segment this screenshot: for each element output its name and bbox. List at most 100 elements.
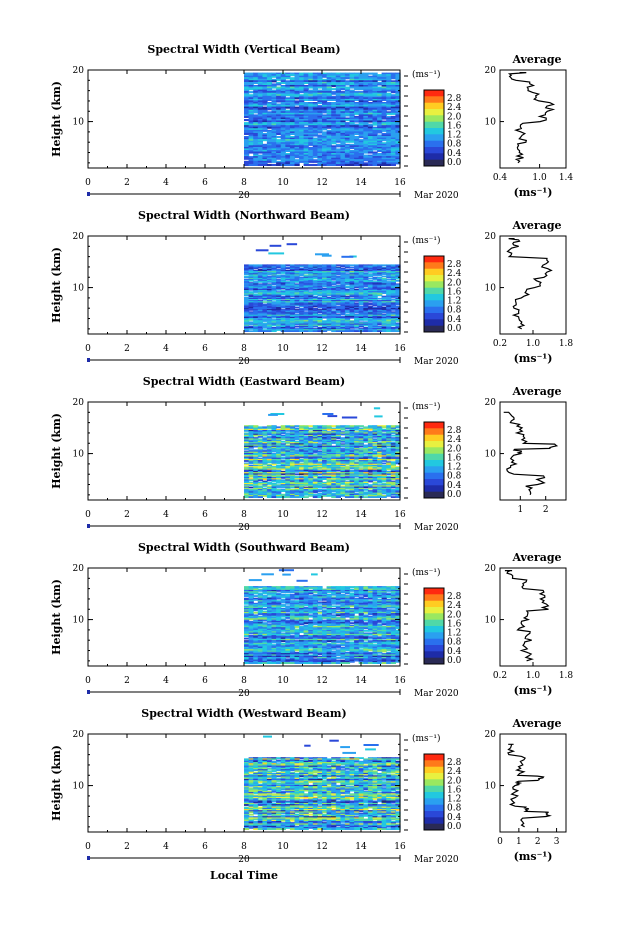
heatmap-cell <box>326 287 332 290</box>
heatmap-cell <box>253 111 259 114</box>
heatmap-cell <box>271 433 277 436</box>
heatmap-cell <box>308 80 314 83</box>
heatmap-cell <box>289 284 296 287</box>
heatmap-cell <box>317 149 323 152</box>
heatmap-cell <box>248 311 254 313</box>
heatmap-cell <box>367 120 374 123</box>
heatmap-cell <box>349 146 355 149</box>
heatmap-cell <box>294 290 300 292</box>
heatmap-cell <box>390 328 396 330</box>
heatmap-cell <box>285 100 291 103</box>
heatmap-cell <box>244 428 250 431</box>
heatmap-cell <box>367 292 374 294</box>
heatmap-cell <box>257 145 263 148</box>
heatmap-cell <box>326 289 332 291</box>
heatmap-cell <box>244 149 250 152</box>
heatmap-cell <box>266 77 273 80</box>
heatmap-cell <box>363 433 369 436</box>
heatmap-cell <box>289 109 296 112</box>
heatmap-cell <box>390 143 396 146</box>
heatmap-cell <box>299 442 305 444</box>
heatmap-cell <box>244 281 250 283</box>
heatmap-cell <box>395 437 401 439</box>
heatmap-cell <box>276 286 282 289</box>
heatmap-cell <box>386 266 392 269</box>
heatmap-cell <box>280 303 286 306</box>
heatmap-cell <box>276 105 282 108</box>
heatmap-cell <box>358 151 364 154</box>
heatmap-cell <box>294 272 300 274</box>
heatmap-cell <box>280 281 286 283</box>
heatmap-cell <box>377 315 383 318</box>
heatmap-cell <box>386 301 392 303</box>
heatmap-cell <box>276 289 282 291</box>
heatmap-cell <box>308 136 314 139</box>
heatmap-cell <box>312 319 318 321</box>
heatmap-cell <box>335 297 341 300</box>
heatmap-cell <box>331 438 337 441</box>
heatmap-cell <box>335 315 341 318</box>
heatmap-cell <box>257 140 263 143</box>
heatmap-cell <box>308 322 314 325</box>
heatmap-cell <box>386 160 392 163</box>
heatmap-cell <box>363 122 369 125</box>
heatmap-cell <box>276 319 282 321</box>
heatmap-cell <box>285 119 291 122</box>
heatmap-cell <box>303 306 309 309</box>
heatmap-cell <box>299 159 305 162</box>
heatmap-cell <box>322 88 328 91</box>
heatmap-cell <box>312 97 318 100</box>
heatmap-cell <box>317 315 323 318</box>
heatmap-cell <box>390 131 396 134</box>
heatmap-cell <box>289 330 296 332</box>
heatmap-cell <box>271 114 277 117</box>
heatmap-cell <box>244 457 250 460</box>
heatmap-cell <box>308 309 314 311</box>
heatmap-cell <box>294 299 300 301</box>
heatmap-cell <box>248 77 254 80</box>
heatmap-cell <box>372 314 378 317</box>
heatmap-cell <box>344 455 351 458</box>
heatmap-cell <box>317 145 323 148</box>
heatmap-cell <box>308 457 314 460</box>
heatmap-cell <box>326 160 332 163</box>
heatmap-cell <box>358 314 364 317</box>
heatmap-cell <box>266 140 273 143</box>
heatmap-cell <box>344 132 351 135</box>
heatmap-cell <box>294 328 300 330</box>
heatmap-cell <box>367 77 374 80</box>
heatmap-cell <box>354 325 360 328</box>
heatmap-cell <box>349 75 355 78</box>
heatmap-cell <box>248 430 254 432</box>
heatmap-cell <box>363 313 369 316</box>
heatmap-cell <box>257 148 263 151</box>
heatmap-cell <box>308 308 314 310</box>
heatmap-cell <box>367 330 374 332</box>
heatmap-cell <box>303 295 309 298</box>
colorbar-swatch <box>424 319 444 327</box>
heatmap-cell <box>326 305 332 308</box>
heatmap-cell <box>358 280 364 282</box>
average-x-tick-label: 1.0 <box>526 339 541 349</box>
heatmap-cell <box>322 309 328 311</box>
heatmap-cell <box>244 433 250 436</box>
heatmap-cell <box>271 132 277 135</box>
heatmap-cell <box>326 162 332 165</box>
heatmap-cell <box>331 330 337 332</box>
heatmap-cell <box>262 438 268 441</box>
heatmap-cell <box>372 266 378 269</box>
heatmap-cell <box>294 321 300 324</box>
heatmap-cell <box>244 114 250 117</box>
heatmap-cell <box>257 112 263 115</box>
heatmap-cell <box>340 319 346 321</box>
heatmap-cell <box>262 457 268 460</box>
heatmap-cell <box>386 75 392 78</box>
heatmap-cell <box>294 75 300 78</box>
heatmap-cell <box>349 284 355 287</box>
heatmap-cell <box>344 277 351 280</box>
heatmap-cell <box>312 440 318 443</box>
heatmap-cell <box>285 117 291 120</box>
heatmap-cell <box>331 311 337 313</box>
heatmap-cell <box>363 281 369 283</box>
heatmap-cell <box>386 327 392 329</box>
